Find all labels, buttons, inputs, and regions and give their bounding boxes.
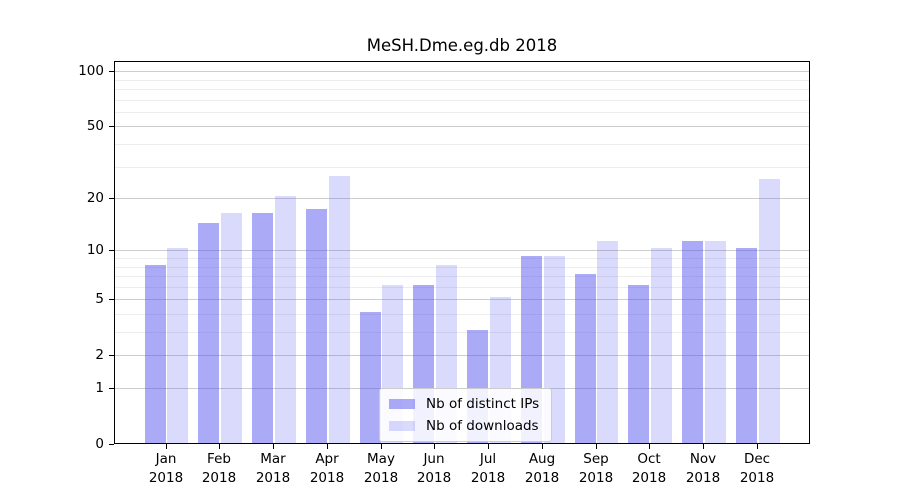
legend-swatch-downloads (389, 421, 415, 431)
x-tick-label: Apr 2018 (309, 451, 345, 486)
legend-label-distinct-ips: Nb of distinct IPs (426, 396, 540, 412)
bar-distinct-ips (198, 223, 220, 443)
x-tick-label: Sep 2018 (578, 451, 614, 486)
x-axis-tick (703, 444, 704, 449)
x-tick-label: Jan 2018 (148, 451, 184, 486)
y-gridline-minor (115, 167, 809, 168)
y-gridline-minor (115, 144, 809, 145)
y-gridline-minor (115, 112, 809, 113)
x-tick-label: Nov 2018 (685, 451, 721, 486)
y-tick-label: 5 (95, 291, 104, 307)
bar-downloads (328, 175, 350, 443)
y-gridline-minor (115, 332, 809, 333)
y-tick-label: 1 (95, 380, 104, 396)
y-gridline-major (115, 299, 809, 300)
y-tick-label: 2 (95, 347, 104, 363)
x-tick-label: Jul 2018 (470, 451, 506, 486)
x-axis-tick (381, 444, 382, 449)
y-tick-label: 50 (86, 118, 104, 134)
y-axis-tick (109, 355, 114, 356)
x-tick-label: Dec 2018 (739, 451, 775, 486)
x-tick-label: Feb 2018 (201, 451, 237, 486)
y-gridline-minor (115, 89, 809, 90)
bar-distinct-ips (144, 264, 166, 443)
bar-downloads (758, 178, 780, 443)
y-tick-label: 0 (95, 436, 104, 452)
bar-downloads (597, 241, 619, 443)
x-tick-label: Jun 2018 (416, 451, 452, 486)
legend-label-downloads: Nb of downloads (426, 418, 539, 434)
y-axis-tick (109, 198, 114, 199)
x-tick-label: Aug 2018 (524, 451, 560, 486)
y-tick-label: 10 (86, 242, 104, 258)
x-axis-tick (327, 444, 328, 449)
bar-downloads (651, 248, 673, 443)
x-axis-tick (488, 444, 489, 449)
plot-area: Nb of distinct IPs Nb of downloads (114, 61, 810, 444)
x-axis-tick (434, 444, 435, 449)
y-axis-tick (109, 250, 114, 251)
y-gridline-major (115, 198, 809, 199)
legend: Nb of distinct IPs Nb of downloads (379, 388, 553, 442)
x-axis-tick (166, 444, 167, 449)
legend-entry-downloads: Nb of downloads (389, 418, 539, 434)
x-axis-tick (596, 444, 597, 449)
y-gridline-minor (115, 276, 809, 277)
bar-downloads (167, 248, 189, 443)
bar-distinct-ips (305, 208, 327, 443)
x-axis-tick (219, 444, 220, 449)
bar-downloads (704, 241, 726, 443)
x-tick-label: Oct 2018 (631, 451, 667, 486)
x-tick-label: Mar 2018 (255, 451, 291, 486)
y-axis-tick (109, 71, 114, 72)
y-gridline-minor (115, 287, 809, 288)
y-gridline-major (115, 355, 809, 356)
x-tick-label: May 2018 (363, 451, 399, 486)
legend-entry-distinct-ips: Nb of distinct IPs (389, 396, 539, 412)
y-gridline-major (115, 126, 809, 127)
x-axis-tick (273, 444, 274, 449)
y-axis-tick (109, 444, 114, 445)
y-axis-tick (109, 126, 114, 127)
x-axis-tick (649, 444, 650, 449)
bar-distinct-ips (735, 248, 757, 443)
bar-distinct-ips (574, 274, 596, 443)
y-axis-tick (109, 299, 114, 300)
y-gridline-major (115, 250, 809, 251)
bar-downloads (274, 196, 296, 443)
y-gridline-minor (115, 314, 809, 315)
y-axis-tick (109, 388, 114, 389)
x-axis-tick (542, 444, 543, 449)
bar-distinct-ips (682, 241, 704, 443)
bar-distinct-ips (252, 213, 274, 443)
y-gridline-minor (115, 100, 809, 101)
bar-distinct-ips (628, 284, 650, 443)
y-gridline-minor (115, 80, 809, 81)
y-gridline-minor (115, 267, 809, 268)
y-gridline-major (115, 71, 809, 72)
y-tick-label: 100 (78, 63, 104, 79)
x-axis-tick (757, 444, 758, 449)
y-gridline-minor (115, 258, 809, 259)
legend-swatch-distinct-ips (389, 399, 415, 409)
bar-downloads (221, 213, 243, 443)
bar-distinct-ips (359, 312, 381, 443)
y-tick-label: 20 (86, 190, 104, 206)
chart-title: MeSH.Dme.eg.db 2018 (366, 36, 558, 55)
